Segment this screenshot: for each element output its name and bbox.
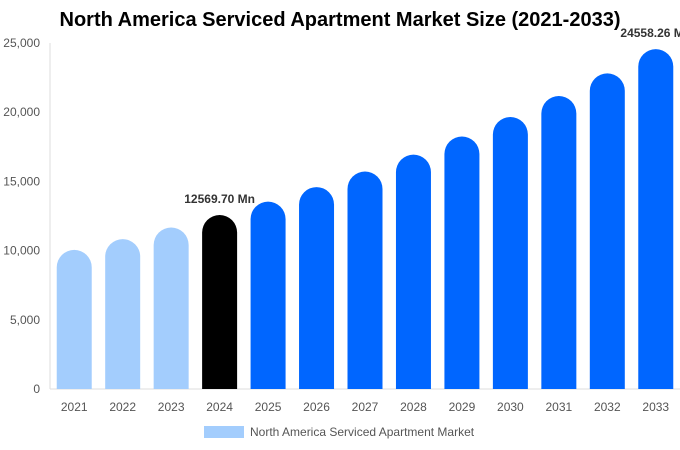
y-tick-label: 20,000 [3,105,40,119]
y-tick-label: 10,000 [3,244,40,258]
bar-2025 [250,201,286,389]
x-tick-label: 2026 [303,400,330,414]
legend: North America Serviced Apartment Market [204,425,474,439]
legend-label: North America Serviced Apartment Market [250,425,475,439]
y-tick-label: 0 [33,382,40,396]
x-tick-label: 2021 [61,400,88,414]
bar-2024 [202,215,238,389]
bar-2030 [492,117,528,389]
y-tick-label: 5,000 [10,313,40,327]
x-tick-label: 2029 [449,400,476,414]
y-tick-label: 15,000 [3,174,40,188]
bar-2031 [541,96,577,390]
y-tick-label: 25,000 [3,36,40,50]
bar-2026 [299,187,335,389]
data-label: 24558.26 Mn [620,26,680,40]
bar-2029 [444,136,480,389]
x-tick-label: 2024 [206,400,233,414]
legend-swatch [204,426,244,438]
x-tick-label: 2030 [497,400,524,414]
x-tick-label: 2027 [352,400,379,414]
x-tick-label: 2032 [594,400,621,414]
bar-2032 [589,73,625,390]
bar-2028 [395,154,431,389]
x-tick-label: 2033 [642,400,669,414]
bar-2027 [347,171,383,389]
x-tick-label: 2023 [158,400,185,414]
x-tick-label: 2025 [255,400,282,414]
bar-2022 [105,239,141,389]
x-tick-label: 2022 [109,400,136,414]
data-label: 12569.70 Mn [184,192,255,206]
chart-title: North America Serviced Apartment Market … [59,9,621,31]
x-tick-label: 2028 [400,400,427,414]
bar-2033 [638,49,674,389]
bar-2021 [56,249,92,389]
bar-2023 [153,227,189,389]
x-tick-label: 2031 [545,400,572,414]
